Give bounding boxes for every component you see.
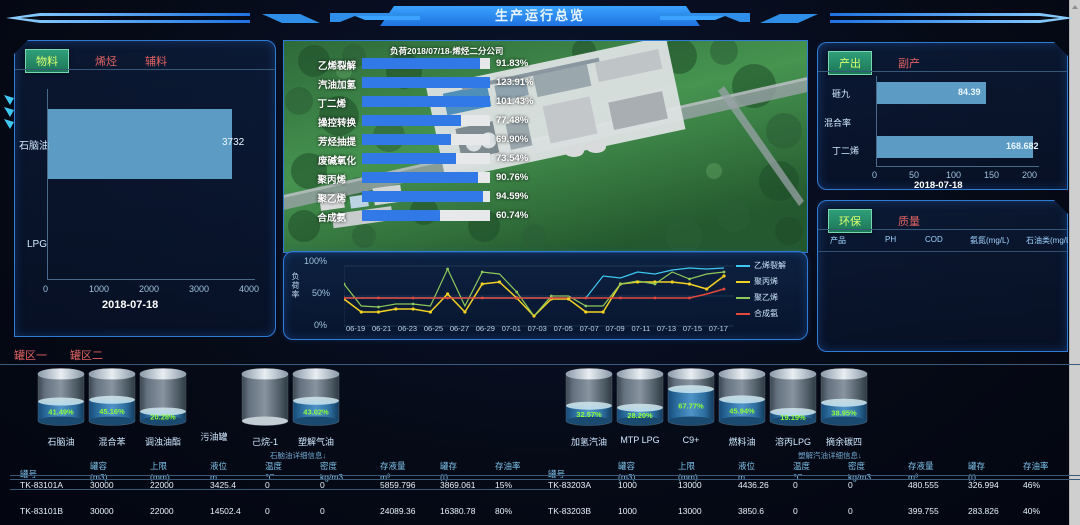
svg-text:45.94%: 45.94% [729,407,755,416]
svg-text:41.49%: 41.49% [48,408,74,417]
svg-text:19.19%: 19.19% [780,413,806,422]
svg-text:32.57%: 32.57% [576,410,602,419]
svg-text:38.95%: 38.95% [831,408,857,417]
svg-text:20.28%: 20.28% [150,413,176,422]
svg-text:28.20%: 28.20% [627,411,653,420]
svg-text:45.16%: 45.16% [99,407,125,416]
svg-text:67.77%: 67.77% [678,402,704,411]
svg-text:43.02%: 43.02% [303,407,329,416]
